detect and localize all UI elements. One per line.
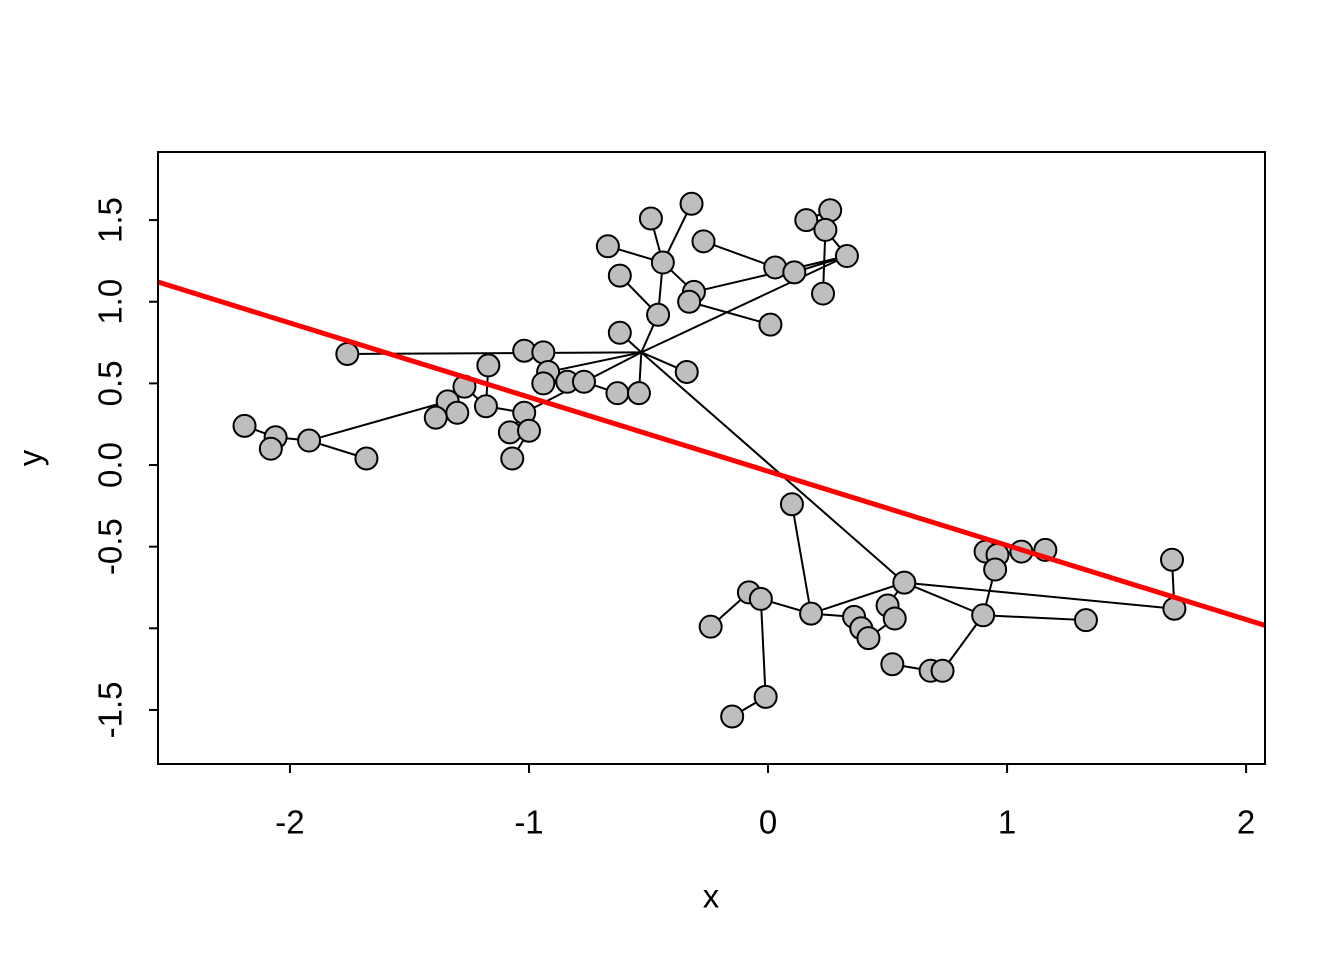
graph-edge: [308, 400, 448, 442]
graph-edge: [759, 598, 767, 697]
data-point: [423, 405, 448, 430]
data-point: [1160, 547, 1185, 572]
data-point: [698, 614, 723, 639]
data-point: [983, 557, 1008, 582]
graph-edge: [640, 255, 848, 354]
x-tick-label: -1: [514, 804, 543, 841]
data-point: [607, 263, 632, 288]
data-point: [354, 446, 379, 471]
graph-edge: [790, 504, 813, 614]
data-point: [892, 570, 917, 595]
data-point: [258, 436, 283, 461]
data-point: [677, 289, 702, 314]
y-tick-label: 1.0: [92, 279, 129, 325]
y-tick-label: 0.0: [92, 442, 129, 488]
y-tick-label: 0.5: [92, 360, 129, 406]
data-point: [605, 381, 630, 406]
data-point: [753, 684, 778, 709]
data-point: [818, 198, 843, 223]
data-point: [445, 400, 470, 425]
data-point: [834, 244, 859, 269]
graph-edge: [640, 351, 905, 584]
data-point: [607, 320, 632, 345]
x-tick-label: 0: [759, 804, 777, 841]
x-tick-label: 1: [998, 804, 1016, 841]
data-point: [813, 217, 838, 242]
data-point: [473, 394, 498, 419]
data-point: [930, 658, 955, 683]
data-point: [794, 208, 819, 233]
graph-edge: [983, 614, 1087, 622]
data-point: [626, 381, 651, 406]
data-point: [971, 603, 996, 628]
data-point: [531, 340, 556, 365]
data-point: [679, 191, 704, 216]
data-point: [882, 606, 907, 631]
y-tick-label: -1.5: [92, 682, 129, 739]
graph-edge: [810, 581, 905, 615]
y-tick-label: -0.5: [92, 518, 129, 575]
data-point: [1073, 608, 1098, 633]
data-point: [476, 353, 501, 378]
data-point: [782, 260, 807, 285]
data-point: [799, 601, 824, 626]
graph-edge: [903, 581, 984, 617]
data-point: [691, 229, 716, 254]
data-point: [674, 359, 699, 384]
data-point: [638, 206, 663, 231]
regression-line: [157, 279, 1266, 628]
graph-edge: [703, 240, 776, 269]
data-point: [779, 492, 804, 517]
data-point: [811, 281, 836, 306]
data-point: [531, 371, 556, 396]
data-point: [297, 428, 322, 453]
data-point: [650, 250, 675, 275]
chart-layer: -2 -1 0 1 2 1.5 1.0 0.5 0.0 -0.5 -1.5: [92, 151, 1266, 841]
data-point: [500, 446, 525, 471]
x-tick-label: 2: [1237, 804, 1255, 841]
graph-edge: [547, 351, 642, 373]
data-point: [516, 418, 541, 443]
x-tick-label: -2: [275, 804, 304, 841]
data-point: [720, 704, 745, 729]
x-axis-title: x: [703, 878, 720, 915]
data-point: [880, 652, 905, 677]
y-tick-label: 1.5: [92, 197, 129, 243]
data-point: [595, 234, 620, 259]
data-point: [856, 626, 881, 651]
data-point: [758, 312, 783, 337]
plot-border: [157, 151, 1266, 765]
y-axis-title: y: [12, 449, 49, 466]
data-point: [335, 341, 360, 366]
data-point: [232, 413, 257, 438]
data-point: [646, 302, 671, 327]
data-point: [748, 586, 773, 611]
data-point: [571, 369, 596, 394]
graph-edge: [688, 300, 771, 326]
graph-edge: [904, 581, 1175, 610]
